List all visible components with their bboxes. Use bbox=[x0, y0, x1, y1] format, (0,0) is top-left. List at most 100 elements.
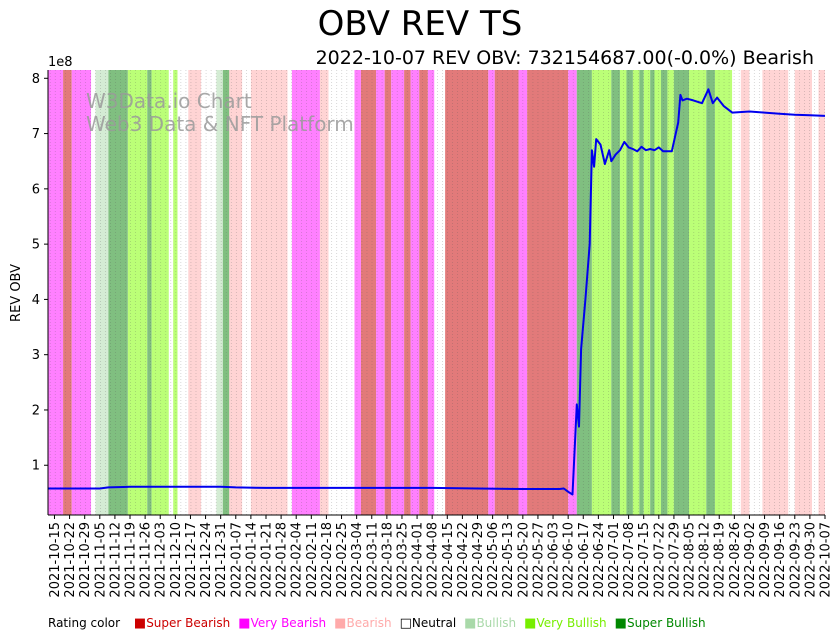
rating-band-bearish bbox=[250, 70, 288, 515]
rating-band-super-bearish bbox=[419, 70, 428, 515]
rating-band-very-bullish bbox=[632, 70, 640, 515]
x-tick-label: 2022-07-22 bbox=[652, 522, 667, 598]
rating-band-super-bearish bbox=[527, 70, 569, 515]
x-tick-label: 2022-08-12 bbox=[698, 522, 713, 598]
legend-item-label: Neutral bbox=[411, 616, 457, 630]
rating-band-neutral bbox=[434, 70, 446, 515]
legend-item-very-bullish: ■ Very Bullish bbox=[524, 616, 607, 631]
rating-band-bearish bbox=[818, 70, 825, 515]
x-tick-label: 2022-04-01 bbox=[411, 522, 426, 598]
rating-band-super-bullish bbox=[650, 70, 655, 515]
x-tick-label: 2022-03-04 bbox=[350, 522, 365, 598]
rating-band-super-bullish bbox=[706, 70, 715, 515]
rating-band-super-bullish bbox=[639, 70, 644, 515]
x-tick-label: 2022-04-29 bbox=[471, 522, 486, 598]
rating-legend: Rating color ■ Super Bearish ■ Very Beari… bbox=[48, 616, 714, 631]
rating-band-bearish bbox=[740, 70, 750, 515]
x-tick-label: 2022-07-29 bbox=[667, 522, 682, 598]
x-tick-label: 2022-06-03 bbox=[547, 522, 562, 598]
rating-band-very-bearish bbox=[568, 70, 577, 515]
rating-band-bearish bbox=[229, 70, 243, 515]
x-tick-label: 2021-12-03 bbox=[154, 522, 169, 598]
x-tick-label: 2022-05-13 bbox=[501, 522, 516, 598]
rating-band-very-bullish bbox=[591, 70, 612, 515]
y-tick-label: 8 bbox=[32, 72, 40, 87]
rating-band-very-bullish bbox=[173, 70, 178, 515]
x-tick-label: 2022-07-15 bbox=[637, 522, 652, 598]
legend-item-super-bearish: ■ Super Bearish bbox=[134, 616, 230, 631]
x-tick-label: 2021-11-05 bbox=[93, 522, 108, 598]
rating-band-very-bullish bbox=[667, 70, 674, 515]
x-tick-label: 2022-01-07 bbox=[229, 522, 244, 598]
rating-bands bbox=[48, 70, 825, 515]
x-tick-label: 2022-04-22 bbox=[456, 522, 471, 598]
rating-band-very-bearish bbox=[488, 70, 495, 515]
x-tick-label: 2022-01-14 bbox=[244, 522, 259, 598]
x-tick-label: 2022-05-27 bbox=[531, 522, 546, 598]
rating-band-super-bearish bbox=[404, 70, 411, 515]
x-tick-label: 2022-08-05 bbox=[683, 522, 698, 598]
legend-label: Rating color bbox=[48, 616, 121, 630]
y-tick-label: 1 bbox=[32, 459, 40, 474]
rating-band-super-bearish bbox=[384, 70, 392, 515]
rating-band-super-bullish bbox=[222, 70, 230, 515]
rating-band-very-bearish bbox=[354, 70, 361, 515]
x-tick-label: 2022-01-28 bbox=[275, 522, 290, 598]
rating-band-neutral bbox=[201, 70, 217, 515]
rating-band-very-bearish bbox=[291, 70, 320, 515]
x-tick-label: 2022-06-17 bbox=[577, 522, 592, 598]
x-tick-label: 2022-07-08 bbox=[622, 522, 637, 598]
legend-item-bullish: ■ Bullish bbox=[464, 616, 516, 631]
rating-band-neutral bbox=[91, 70, 96, 515]
rating-band-bearish bbox=[762, 70, 789, 515]
rating-band-bearish bbox=[794, 70, 813, 515]
rating-band-very-bearish bbox=[518, 70, 528, 515]
x-tick-label: 2022-09-09 bbox=[758, 522, 773, 598]
watermark: W3Data.io Chart Web3 Data & NFT Platform bbox=[86, 89, 354, 136]
legend-swatch: ■ bbox=[334, 616, 347, 631]
rating-band-super-bullish bbox=[108, 70, 128, 515]
x-tick-label: 2022-01-21 bbox=[259, 522, 274, 598]
rating-band-super-bearish bbox=[494, 70, 519, 515]
watermark-line-2: Web3 Data & NFT Platform bbox=[86, 112, 354, 136]
legend-items: ■ Super Bearish ■ Very Bearish ■ Bearish □ … bbox=[134, 616, 714, 631]
rating-band-bearish bbox=[188, 70, 202, 515]
legend-swatch: ■ bbox=[524, 616, 537, 631]
x-tick-label: 2022-08-26 bbox=[728, 522, 743, 598]
rating-band-neutral bbox=[732, 70, 741, 515]
legend-swatch: □ bbox=[399, 616, 412, 631]
y-tick-label: 4 bbox=[32, 293, 40, 308]
chart-title: OBV REV TS bbox=[317, 4, 523, 44]
obv-series bbox=[48, 88, 826, 496]
rating-band-neutral bbox=[812, 70, 819, 515]
legend-swatch: ■ bbox=[238, 616, 251, 631]
rating-band-bearish bbox=[319, 70, 329, 515]
watermark-line-1: W3Data.io Chart bbox=[86, 89, 252, 113]
x-tick-label: 2021-12-24 bbox=[199, 522, 214, 598]
x-tick-label: 2022-06-10 bbox=[562, 522, 577, 598]
rating-band-bullish bbox=[216, 70, 223, 515]
rating-band-neutral bbox=[168, 70, 174, 515]
x-tick-label: 2022-02-25 bbox=[335, 522, 350, 598]
rating-band-very-bullish bbox=[127, 70, 148, 515]
x-tick-label: 2021-11-26 bbox=[139, 522, 154, 598]
rating-band-very-bearish bbox=[376, 70, 385, 515]
y-tick-label: 6 bbox=[32, 182, 40, 197]
x-tick-label: 2022-04-08 bbox=[426, 522, 441, 598]
y-axis-multiplier: 1e8 bbox=[48, 55, 73, 70]
x-tick-label: 2022-05-06 bbox=[486, 522, 501, 598]
x-tick-label: 2021-10-29 bbox=[78, 522, 93, 598]
x-tick-label: 2022-02-04 bbox=[290, 522, 305, 598]
legend-item-label: Very Bullish bbox=[536, 616, 607, 630]
x-tick-label: 2022-09-02 bbox=[743, 522, 758, 598]
x-tick-label: 2022-04-15 bbox=[441, 522, 456, 598]
rating-band-bullish bbox=[95, 70, 109, 515]
rating-band-very-bearish bbox=[48, 70, 64, 515]
x-tick-label: 2022-09-30 bbox=[803, 522, 818, 598]
rating-band-neutral bbox=[242, 70, 251, 515]
y-axis-label: REV OBV bbox=[9, 264, 24, 322]
y-tick-label: 2 bbox=[32, 403, 40, 418]
x-tick-label: 2021-11-19 bbox=[124, 522, 139, 598]
x-tick-label: 2022-05-20 bbox=[516, 522, 531, 598]
